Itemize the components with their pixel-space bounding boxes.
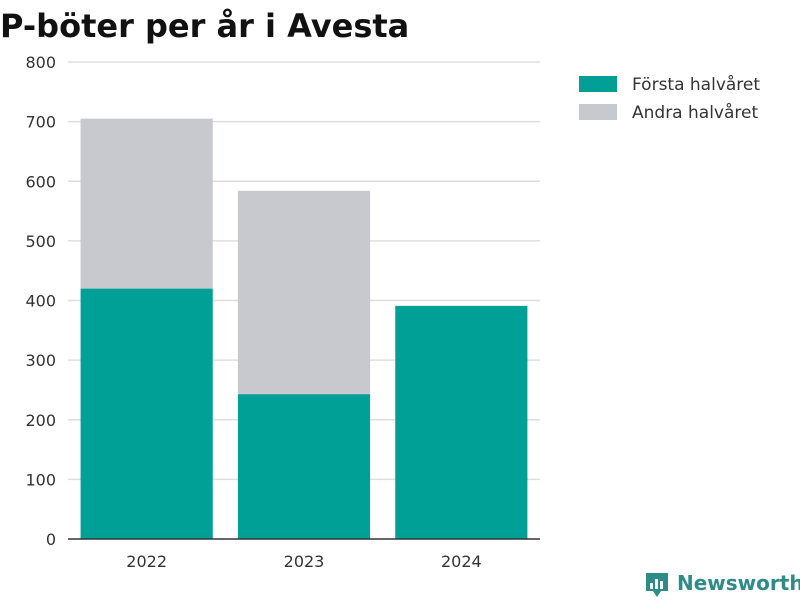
y-tick-label: 700 [25,113,56,132]
legend-swatch [579,104,617,120]
y-tick-label: 100 [25,470,56,489]
x-tick-label: 2024 [441,552,482,571]
axes: 0 100 200 300 400 500 600 700 800 2022 2023 2024 [25,53,540,571]
y-tick-label: 400 [25,292,56,311]
bar-chart-badge-icon [646,573,668,597]
bar-2022-series-2 [80,118,213,289]
bars [80,118,528,539]
x-tick-label: 2022 [126,552,167,571]
legend-label: Andra halvåret [632,102,758,123]
y-tick-label: 600 [25,172,56,191]
brand-name: Newsworthy [677,571,800,595]
chart-title: P-böter per år i Avesta [0,7,409,45]
bar-2024-series-1 [395,305,528,539]
legend-label: Första halvåret [632,74,760,95]
y-tick-label: 500 [25,232,56,251]
x-tick-label: 2023 [284,552,325,571]
newsworthy-logo: Newsworthy [646,571,800,597]
y-tick-label: 200 [25,411,56,430]
legend: Första halvåret Andra halvåret [579,74,760,123]
legend-swatch [579,76,617,92]
bar-2023-series-2 [237,190,371,395]
bar-2022-series-1 [80,288,213,539]
y-tick-label: 0 [46,530,56,549]
y-tick-label: 300 [25,351,56,370]
y-tick-label: 800 [25,53,56,72]
bar-2023-series-1 [237,394,371,539]
